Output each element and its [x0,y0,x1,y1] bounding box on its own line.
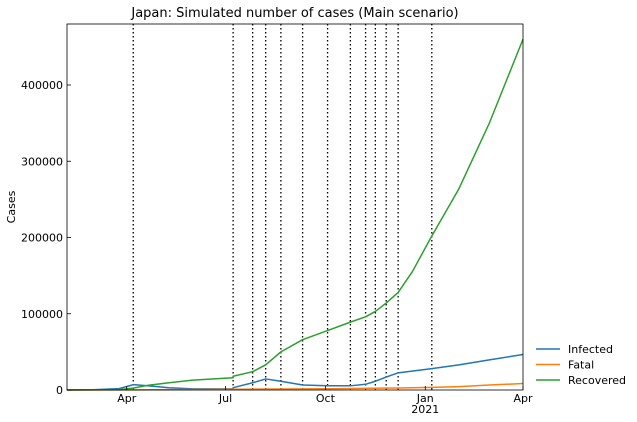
x-tick-label: Apr [513,392,533,405]
series-line-recovered [66,38,524,391]
x-tick-label: Oct [316,392,336,405]
series-line-infected [66,353,524,391]
legend-label: Fatal [568,359,594,372]
chart-title: Japan: Simulated number of cases (Main s… [130,6,458,21]
x-tick-label: Apr [117,392,137,405]
legend-label: Infected [568,343,613,356]
axes-frame [66,23,524,391]
legend-label: Recovered [568,374,626,387]
y-tick-label: 200000 [21,232,63,245]
y-tick-label: 0 [56,384,63,397]
x-tick-label: Jan [416,392,434,405]
legend: Infected Fatal Recovered [536,343,626,387]
plot-area: 0 100000 200000 300000 400000 Apr Jul Oct Jan202… [21,23,533,416]
x-tick-label: Jul [218,392,232,405]
y-tick-label: 100000 [21,308,63,321]
y-tick-label: 400000 [21,79,63,92]
y-tick-label: 300000 [21,155,63,168]
y-axis-label: Cases [5,190,18,223]
x-tick-sublabel: 2021 [411,403,439,416]
